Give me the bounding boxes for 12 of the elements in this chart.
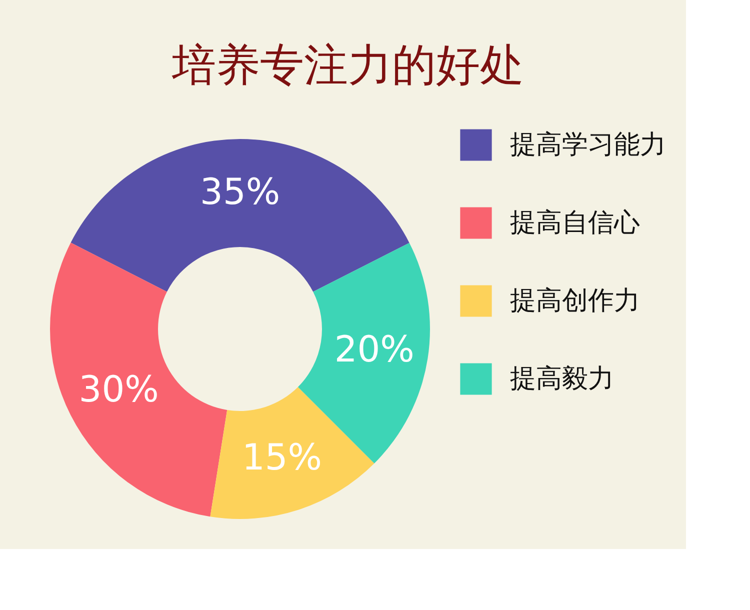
chart-title: 培养专注力的好处 <box>171 40 524 91</box>
data-label: 35% <box>200 172 280 213</box>
donut-slice <box>50 242 228 517</box>
donut-slice <box>210 387 374 519</box>
donut-slice <box>70 139 410 292</box>
legend-label: 提高学习能力 <box>510 130 666 160</box>
data-label: 15% <box>242 437 322 478</box>
legend-label: 提高自信心 <box>510 208 640 238</box>
data-label: 20% <box>334 329 414 370</box>
legend-label: 提高创作力 <box>510 286 640 316</box>
legend-label: 提高毅力 <box>510 364 614 394</box>
data-label: 30% <box>78 370 159 411</box>
